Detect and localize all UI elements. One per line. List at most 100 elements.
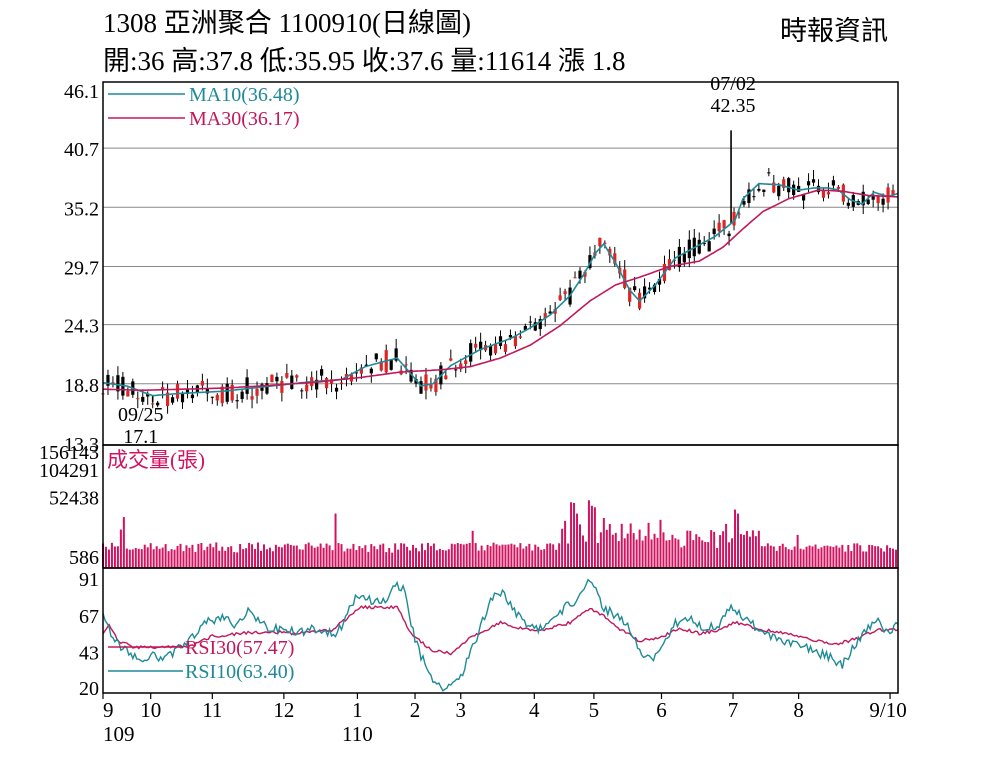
volume-bar [656, 537, 659, 568]
volume-bar [734, 509, 737, 568]
candle-body [493, 344, 498, 354]
volume-bar [397, 549, 400, 568]
candle-body [434, 378, 438, 392]
volume-bar [391, 552, 394, 568]
volume-bar [668, 540, 671, 568]
volume-bar [173, 549, 176, 568]
volume-bar [116, 546, 119, 568]
candle-body [141, 396, 145, 402]
candle-body [320, 369, 324, 376]
candle-body [136, 398, 140, 400]
volume-bar [119, 529, 122, 568]
volume-bar [212, 547, 215, 568]
candle-body [737, 213, 741, 215]
volume-bar [349, 548, 352, 568]
x-tick-label: 4 [529, 698, 540, 722]
candle-body [732, 211, 736, 226]
volume-tick-label: 52438 [49, 487, 99, 509]
volume-bar [650, 539, 653, 568]
volume-bar [364, 545, 367, 568]
candle-body [797, 185, 801, 192]
volume-bar [731, 538, 734, 568]
candle-body [707, 241, 711, 252]
candle-body [359, 367, 363, 374]
volume-bar [215, 542, 218, 568]
volume-bar [265, 549, 268, 568]
volume-bar [525, 546, 528, 568]
candle-body [657, 278, 662, 285]
volume-bar [227, 547, 230, 568]
volume-bar [340, 544, 343, 568]
volume-bar [698, 536, 701, 568]
candle-body [190, 394, 195, 399]
volume-bar [161, 547, 164, 568]
volume-bar [778, 545, 781, 568]
volume-bar [617, 541, 620, 568]
volume-bar [406, 546, 409, 568]
candle-body [518, 336, 522, 338]
price-tick-label: 18.8 [64, 375, 99, 397]
candle-body [106, 374, 110, 386]
annotation-value: 17.1 [123, 426, 158, 448]
x-tick-label: 11 [202, 698, 222, 722]
volume-bar [868, 544, 871, 568]
candle-body [503, 344, 508, 352]
volume-bar [388, 548, 391, 568]
candle-body [369, 368, 373, 374]
volume-bar [400, 543, 403, 568]
ohlc-summary: 開:36 高:37.8 低:35.95 收:37.6 量:11614 漲 1.8 [103, 46, 626, 76]
legend-label: RSI30(57.47) [185, 637, 294, 659]
candle-body [156, 402, 160, 406]
volume-bar [537, 546, 540, 568]
volume-bar [221, 546, 224, 568]
candle-body [404, 364, 408, 366]
candle-body [717, 222, 721, 232]
volume-bar [805, 546, 808, 568]
volume-bar [158, 548, 161, 568]
volume-bar [704, 541, 707, 568]
volume-bar [358, 546, 361, 568]
volume-bar [307, 542, 310, 568]
volume-bar [418, 551, 421, 568]
volume-bar [716, 547, 719, 568]
x-tick-label: 10 [140, 698, 161, 722]
volume-bar [298, 549, 301, 568]
volume-bar [274, 544, 277, 568]
volume-bar [462, 544, 465, 568]
volume-bar [248, 542, 251, 568]
candle-body [275, 376, 279, 382]
candle-body [861, 191, 865, 206]
moving-average-lines [102, 182, 899, 397]
candle-body [315, 379, 319, 390]
volume-bar [501, 544, 504, 568]
x-tick-label: 1 [352, 698, 363, 722]
candle-body [419, 381, 423, 394]
volume-bar [271, 551, 274, 568]
rsi-tick-label: 20 [79, 678, 99, 700]
candle-body [792, 184, 796, 196]
volume-bar [853, 543, 856, 568]
volume-bar [584, 541, 587, 568]
volume-bar [859, 545, 862, 568]
candle-body [801, 194, 806, 201]
candle-body [474, 343, 478, 348]
candle-body [464, 360, 468, 365]
price-tick-label: 46.1 [64, 81, 99, 103]
candle-body [722, 220, 726, 229]
volume-bar [322, 547, 325, 568]
candle-body [811, 179, 816, 183]
candle-body [429, 384, 433, 389]
candle-body [389, 359, 393, 370]
volume-bar [862, 551, 865, 568]
volume-bar [787, 549, 790, 568]
candle-body [757, 188, 761, 191]
volume-bar [251, 544, 254, 568]
candle-body [300, 390, 304, 392]
candle-body [205, 388, 209, 394]
volume-bar [579, 524, 581, 568]
candle-body [821, 189, 826, 198]
candle-body [339, 382, 344, 384]
candle-body [409, 369, 413, 382]
volume-bar [838, 547, 841, 568]
